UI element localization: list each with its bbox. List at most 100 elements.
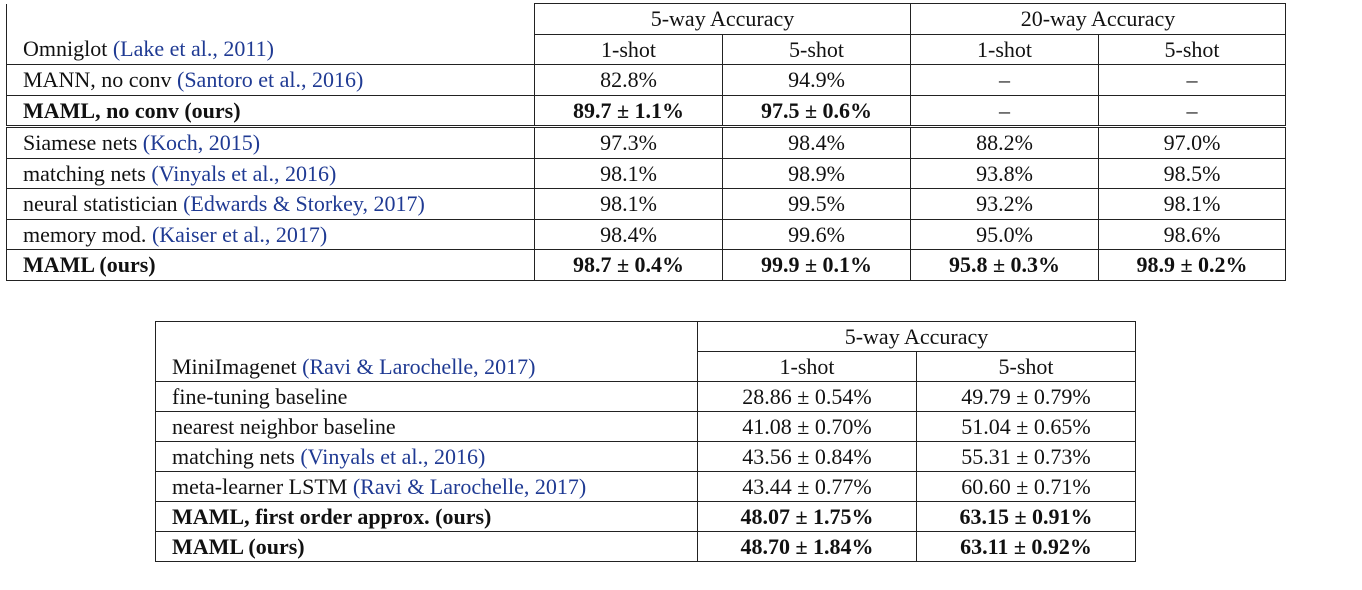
table-row: MAML (ours) 98.7 ± 0.4% 99.9 ± 0.1% 95.8 ± … bbox=[6, 249, 1286, 281]
method-name: MAML, no conv (ours) bbox=[23, 97, 241, 123]
table-row: neural statistician (Edwards & Storkey, … bbox=[6, 188, 1286, 220]
col-header-5shot: 5-shot bbox=[722, 33, 911, 65]
value-cell: 82.8% bbox=[534, 64, 723, 96]
omniglot-header-20way: 20-way Accuracy bbox=[910, 3, 1286, 35]
citation-link[interactable]: (Edwards & Storkey, 2017) bbox=[183, 191, 425, 216]
table-row: matching nets (Vinyals et al., 2016) 43.5… bbox=[155, 441, 1136, 472]
method-name: memory mod. bbox=[23, 221, 147, 247]
method-name-cell: MAML, no conv (ours) bbox=[6, 94, 535, 127]
value-cell: – bbox=[1098, 64, 1286, 96]
citation-link[interactable]: (Vinyals et al., 2016) bbox=[300, 444, 486, 469]
method-name: MAML (ours) bbox=[23, 252, 156, 277]
omniglot-table: 5-way Accuracy 20-way Accuracy Omniglot … bbox=[6, 3, 1286, 281]
value-cell: 98.9% bbox=[722, 157, 911, 189]
method-name: meta-learner LSTM bbox=[172, 474, 348, 499]
miniimagenet-header-5way: 5-way Accuracy bbox=[697, 321, 1136, 352]
value-cell: 98.4% bbox=[722, 125, 911, 159]
value-cell: 97.0% bbox=[1098, 125, 1286, 159]
value-cell: – bbox=[910, 94, 1099, 127]
table-row: MAML, no conv (ours) 89.7 ± 1.1% 97.5 ± 0.… bbox=[6, 94, 1286, 127]
method-name: MAML (ours) bbox=[172, 534, 305, 559]
value-cell: 63.15 ± 0.91% bbox=[916, 501, 1136, 532]
method-name-cell: matching nets (Vinyals et al., 2016) bbox=[6, 157, 535, 189]
value-cell: 98.4% bbox=[534, 218, 723, 250]
value-cell: 93.8% bbox=[910, 157, 1099, 189]
value-cell: 98.5% bbox=[1098, 157, 1286, 189]
dataset-citation-link[interactable]: (Lake et al., 2011) bbox=[112, 36, 274, 62]
value-cell: 95.8 ± 0.3% bbox=[910, 249, 1099, 281]
method-name: nearest neighbor baseline bbox=[172, 414, 396, 439]
method-name: matching nets bbox=[172, 444, 295, 469]
value-cell: – bbox=[1098, 94, 1286, 127]
value-cell: 93.2% bbox=[910, 188, 1099, 220]
method-name-cell: MANN, no conv (Santoro et al., 2016) bbox=[6, 64, 535, 96]
omniglot-body: MANN, no conv (Santoro et al., 2016) 82.8… bbox=[6, 64, 1286, 281]
citation-link[interactable]: (Koch, 2015) bbox=[142, 130, 261, 155]
method-name-cell: MAML, first order approx. (ours) bbox=[155, 501, 698, 532]
col-header-5shot: 5-shot bbox=[1098, 33, 1286, 65]
value-cell: 98.6% bbox=[1098, 218, 1286, 250]
value-cell: 95.0% bbox=[910, 218, 1099, 250]
value-cell: 98.1% bbox=[1098, 188, 1286, 220]
method-name: neural statistician bbox=[23, 191, 178, 216]
method-name-cell: meta-learner LSTM (Ravi & Larochelle, 20… bbox=[155, 471, 698, 502]
value-cell: 63.11 ± 0.92% bbox=[916, 531, 1136, 562]
value-cell: 41.08 ± 0.70% bbox=[697, 411, 917, 442]
table-row: MANN, no conv (Santoro et al., 2016) 82.8… bbox=[6, 64, 1286, 96]
method-name-cell: Siamese nets (Koch, 2015) bbox=[6, 125, 535, 159]
method-name: Siamese nets bbox=[23, 130, 138, 155]
miniimagenet-dataset-header: MiniImagenet (Ravi & Larochelle, 2017) bbox=[155, 351, 698, 382]
value-cell: 60.60 ± 0.71% bbox=[916, 471, 1136, 502]
omniglot-header-5way: 5-way Accuracy bbox=[534, 3, 911, 35]
citation-link[interactable]: (Santoro et al., 2016) bbox=[177, 67, 364, 92]
value-cell: 99.9 ± 0.1% bbox=[722, 249, 911, 281]
method-name-cell: nearest neighbor baseline bbox=[155, 411, 698, 442]
method-name: MANN, no conv bbox=[23, 67, 172, 92]
value-cell: 94.9% bbox=[722, 64, 911, 96]
value-cell: 28.86 ± 0.54% bbox=[697, 381, 917, 412]
col-header-1shot: 1-shot bbox=[910, 33, 1099, 65]
method-name-cell: fine-tuning baseline bbox=[155, 381, 698, 412]
method-name: matching nets bbox=[23, 160, 146, 186]
value-cell: 43.56 ± 0.84% bbox=[697, 441, 917, 472]
citation-link[interactable]: (Ravi & Larochelle, 2017) bbox=[352, 474, 587, 499]
method-name: fine-tuning baseline bbox=[172, 384, 348, 409]
table-row: fine-tuning baseline 28.86 ± 0.54% 49.79 ±… bbox=[155, 381, 1136, 412]
value-cell: 98.1% bbox=[534, 188, 723, 220]
table-row: Siamese nets (Koch, 2015) 97.3% 98.4% 88.2%… bbox=[6, 125, 1286, 159]
dataset-name: MiniImagenet bbox=[172, 353, 297, 379]
value-cell: 55.31 ± 0.73% bbox=[916, 441, 1136, 472]
value-cell: 97.3% bbox=[534, 125, 723, 159]
table-row: memory mod. (Kaiser et al., 2017) 98.4% 99… bbox=[6, 218, 1286, 250]
table-row: matching nets (Vinyals et al., 2016) 98.1… bbox=[6, 157, 1286, 189]
dataset-citation-link[interactable]: (Ravi & Larochelle, 2017) bbox=[302, 353, 536, 379]
value-cell: 51.04 ± 0.65% bbox=[916, 411, 1136, 442]
method-name: MAML, first order approx. (ours) bbox=[172, 504, 492, 529]
value-cell: 98.1% bbox=[534, 157, 723, 189]
value-cell: 98.7 ± 0.4% bbox=[534, 249, 723, 281]
citation-link[interactable]: (Kaiser et al., 2017) bbox=[151, 221, 328, 247]
method-name-cell: MAML (ours) bbox=[155, 531, 698, 562]
value-cell: 43.44 ± 0.77% bbox=[697, 471, 917, 502]
citation-link[interactable]: (Vinyals et al., 2016) bbox=[151, 160, 337, 186]
value-cell: 49.79 ± 0.79% bbox=[916, 381, 1136, 412]
col-header-1shot: 1-shot bbox=[697, 351, 917, 382]
method-name-cell: matching nets (Vinyals et al., 2016) bbox=[155, 441, 698, 472]
value-cell: 88.2% bbox=[910, 125, 1099, 159]
table-row: MAML, first order approx. (ours) 48.07 ± … bbox=[155, 501, 1136, 532]
value-cell: 97.5 ± 0.6% bbox=[722, 94, 911, 127]
miniimagenet-table: 5-way Accuracy MiniImagenet (Ravi & Laro… bbox=[155, 321, 1136, 562]
table-row: meta-learner LSTM (Ravi & Larochelle, 20… bbox=[155, 471, 1136, 502]
value-cell: 99.6% bbox=[722, 218, 911, 250]
dataset-name: Omniglot bbox=[23, 36, 108, 62]
value-cell: 89.7 ± 1.1% bbox=[534, 94, 723, 127]
table-row: MAML (ours) 48.70 ± 1.84% 63.11 ± 0.92% bbox=[155, 531, 1136, 562]
col-header-5shot: 5-shot bbox=[916, 351, 1136, 382]
miniimagenet-body: fine-tuning baseline 28.86 ± 0.54% 49.79 ±… bbox=[155, 381, 1136, 562]
value-cell: 99.5% bbox=[722, 188, 911, 220]
col-header-1shot: 1-shot bbox=[534, 33, 723, 65]
method-name-cell: neural statistician (Edwards & Storkey, … bbox=[6, 188, 535, 220]
method-name-cell: memory mod. (Kaiser et al., 2017) bbox=[6, 218, 535, 250]
omniglot-corner bbox=[6, 3, 535, 34]
value-cell: 48.07 ± 1.75% bbox=[697, 501, 917, 532]
